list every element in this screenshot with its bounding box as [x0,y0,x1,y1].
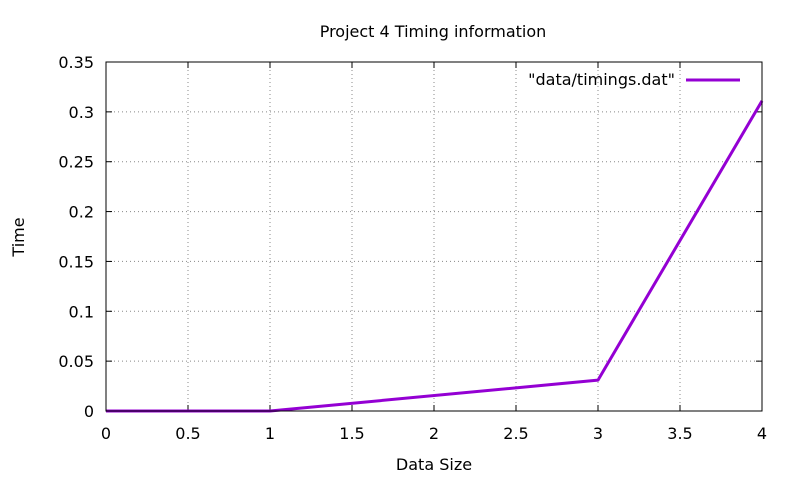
y-tick-label: 0.05 [58,352,94,371]
y-tick-label: 0.1 [69,302,94,321]
y-tick-label: 0.15 [58,252,94,271]
x-tick-label: 1.5 [339,424,364,443]
x-tick-label: 3.5 [667,424,692,443]
x-tick-label: 4 [757,424,767,443]
y-tick-label: 0.25 [58,153,94,172]
x-tick-label: 2.5 [503,424,528,443]
plot-frame [105,61,763,412]
legend-label: "data/timings.dat" [528,70,675,89]
x-tick-label: 1 [265,424,275,443]
x-tick-label: 2 [429,424,439,443]
grid [106,62,762,411]
x-tick-label: 3 [593,424,603,443]
y-tick-label: 0.35 [58,53,94,72]
legend: "data/timings.dat" [528,70,740,89]
x-tick-label: 0 [101,424,111,443]
series-group [106,100,764,413]
x-axis-label: Data Size [396,455,472,474]
chart-title: Project 4 Timing information [320,22,547,41]
y-tick-label: 0.2 [69,203,94,222]
series-line [106,100,764,413]
y-tick-label: 0.3 [69,103,94,122]
y-axis-label: Time [9,217,28,257]
y-tick-label: 0 [84,402,94,421]
x-tick-label: 0.5 [175,424,200,443]
axis-ticks: 0 0.5 1 1.5 2 2.5 3 3.5 4 0 0.05 0.1 0.15 0.2 0.25 0.3 0… [58,53,767,443]
